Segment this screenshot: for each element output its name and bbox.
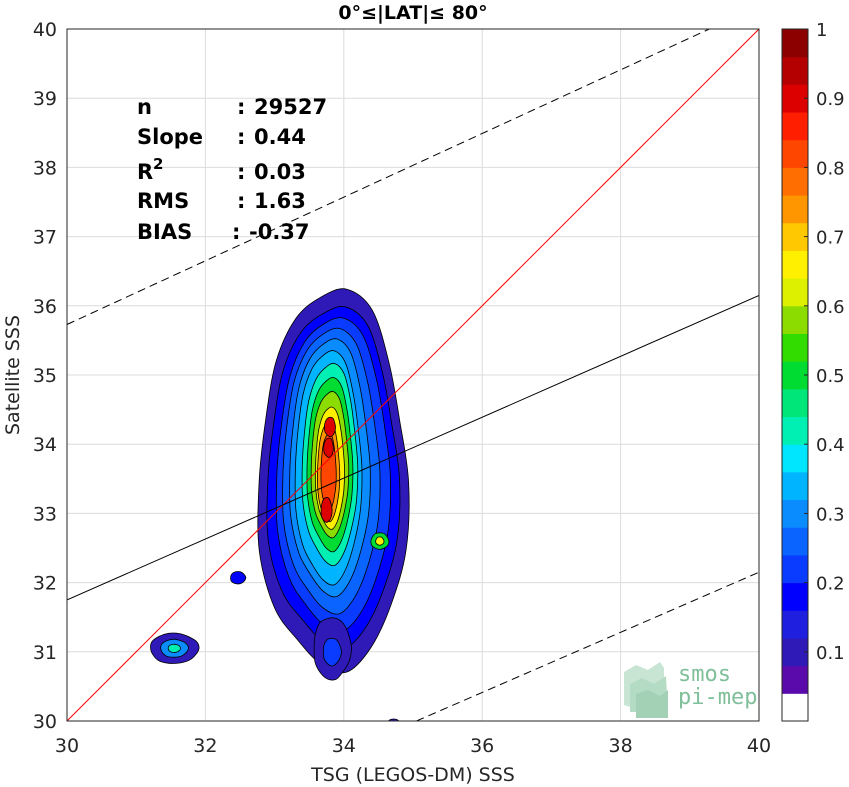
stat-value: -0.37 [249,220,310,244]
y-tick-label: 37 [33,227,57,249]
y-tick-label: 40 [33,19,57,41]
y-tick-label: 32 [33,573,57,595]
colorbar-segment [782,29,808,58]
logo-line-1: smos [678,662,731,687]
stat-value: 0.03 [254,160,306,184]
stat-label-superscript: 2 [153,155,163,173]
colorbar-segment [782,693,808,722]
colorbar-segment [782,278,808,307]
colorbar-tick-label: 0.8 [816,158,845,179]
colorbar-tick-label: 1 [816,20,827,41]
chart-title: 0°≤|LAT|≤ 80° [338,2,487,24]
y-axis-label: Satellite SSS [2,315,24,435]
colorbar-tick-labels: 0.1 0.2 0.3 0.4 0.5 0.6 0.7 0.8 0.9 1 [804,20,845,664]
stat-label: BIAS [137,220,192,244]
colorbar-segment [782,222,808,251]
colorbar-segment [782,527,808,556]
colorbar-segment [782,554,808,584]
stat-value: 1.63 [254,189,306,213]
colorbar-segment [782,112,808,141]
x-tick-label: 40 [747,735,771,757]
colorbar-segment [782,167,808,196]
y-tick-label: 33 [33,503,57,525]
y-tick-label: 39 [33,88,57,110]
colorbar-tick-label: 0.5 [816,366,845,387]
y-tick-label: 38 [33,157,57,179]
stat-label: n [137,95,152,119]
x-tick-label: 38 [609,735,633,757]
stat-separator: : [237,189,245,213]
colorbar-tick-label: 0.1 [816,643,845,664]
colorbar-segment [782,56,808,85]
stat-separator: : [237,160,245,184]
x-tick-label: 30 [55,735,79,757]
colorbar-segment [782,361,808,390]
contour-peak [323,437,334,458]
contour-satellite [230,571,247,585]
colorbar-segment [782,305,808,334]
colorbar-tick-label: 0.6 [816,297,845,318]
y-tick-label: 30 [33,711,57,733]
stat-label: R [137,160,153,184]
x-tick-labels: 30 32 34 36 38 40 [55,735,771,757]
contour-satellite [167,643,182,653]
stat-separator: : [237,125,245,149]
line-lower-bound [416,571,759,721]
colorbar-segment [782,471,808,501]
stat-label: Slope [137,125,203,149]
stat-separator: : [232,220,240,244]
colorbar-segment [782,333,808,362]
colorbar-tick-label: 0.4 [816,435,845,456]
colorbar-segment [782,610,808,639]
colorbar-tick-label: 0.9 [816,89,845,110]
contour-peak [323,416,336,438]
y-tick-label: 35 [33,365,57,387]
smos-pi-mep-logo: smos pi-mep [624,662,757,718]
colorbar-segment [782,416,808,445]
density-contours [150,288,410,721]
colorbar-segment [782,84,808,113]
stat-value: 0.44 [254,125,306,149]
colorbar-segment [782,499,808,528]
colorbar-segment [782,195,808,224]
colorbar-tick-label: 0.2 [816,574,845,595]
line-fit [67,294,759,601]
line-upper-bound [67,29,711,325]
x-tick-label: 32 [193,735,217,757]
stat-label: RMS [137,189,189,213]
y-tick-labels: 30 31 32 33 34 35 36 37 38 39 40 [33,19,57,733]
colorbar-tick-label: 0.3 [816,504,845,525]
x-tick-label: 36 [470,735,494,757]
logo-mark-icon [624,662,668,718]
colorbar-segment [782,139,808,168]
stat-value: 29527 [254,95,327,119]
y-tick-label: 31 [33,642,57,664]
plot-frame [66,28,760,722]
colorbar-segment [782,250,808,279]
colorbar-segment [782,637,808,667]
contour-satellite [388,718,400,721]
line-identity [67,29,759,721]
y-tick-label: 36 [33,296,57,318]
reference-lines [67,29,759,721]
contour-tail [322,637,342,667]
x-axis-label: TSG (LEGOS-DM) SSS [310,764,515,786]
stat-separator: : [237,95,245,119]
y-tick-label: 34 [33,434,57,456]
contour-peak [320,496,333,523]
x-tick-label: 34 [332,735,356,757]
colorbar [781,28,809,722]
colorbar-segment [782,388,808,418]
colorbar-segment [782,444,808,473]
logo-line-2: pi-mep [678,685,757,710]
contour-lobe [375,536,385,546]
colorbar-segment [782,582,808,611]
colorbar-tick-label: 0.7 [816,228,845,249]
colorbar-segment [782,665,808,694]
